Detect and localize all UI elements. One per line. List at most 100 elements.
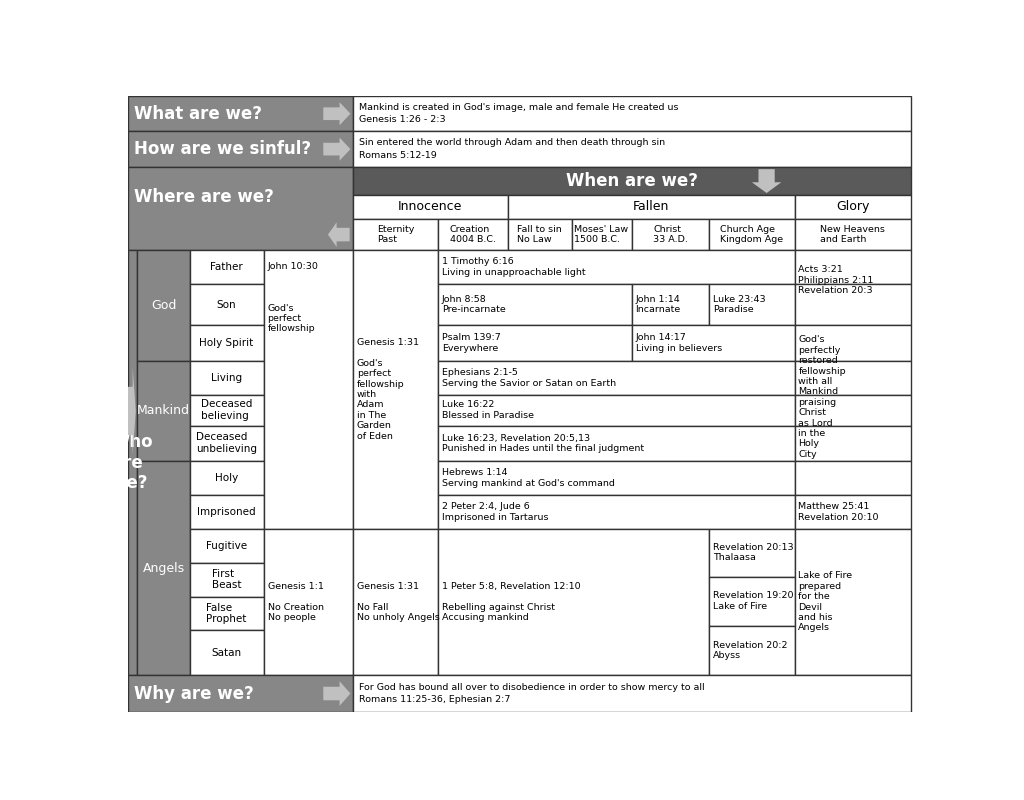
Bar [128,167,352,250]
Text: Fall to sin
No Law: Fall to sin No Law [517,225,562,244]
Text: Mankind: Mankind [137,405,190,418]
Bar [795,250,910,284]
Bar [795,194,910,219]
Text: John 8:58
Pre-incarnate: John 8:58 Pre-incarnate [442,295,506,314]
Text: Ephesians 2:1-5
Serving the Savior or Satan on Earth: Ephesians 2:1-5 Serving the Savior or Sa… [442,368,616,387]
Bar [438,461,795,495]
Bar [128,131,352,167]
Text: 1 Peter 5:8, Revelation 12:10

Rebelling against Christ
Accusing mankind: 1 Peter 5:8, Revelation 12:10 Rebelling … [442,582,581,622]
Text: Why are we?: Why are we? [134,685,254,702]
Bar [795,426,910,461]
Text: Genesis 1:31

No Fall
No unholy Angels: Genesis 1:31 No Fall No unholy Angels [356,582,439,622]
Text: Christ
33 A.D.: Christ 33 A.D. [653,225,688,244]
Text: Living: Living [211,373,242,383]
Text: Angels: Angels [142,562,184,574]
Text: Mankind is created in God's image, male and female He created us: Mankind is created in God's image, male … [359,103,679,112]
Polygon shape [328,222,349,247]
Bar [137,461,190,675]
Bar [438,426,795,461]
Text: Satan: Satan [211,648,242,658]
Text: Psalm 139:7
Everywhere: Psalm 139:7 Everywhere [442,334,501,353]
Bar [795,529,910,675]
Bar [632,219,710,250]
Text: Fallen: Fallen [633,200,670,214]
Bar [572,219,632,250]
Bar [128,250,137,675]
Text: Luke 16:23, Revelation 20:5,13
Punished in Hades until the final judgment: Luke 16:23, Revelation 20:5,13 Punished … [442,434,644,453]
Bar [190,394,263,426]
Text: Moses' Law
1500 B.C.: Moses' Law 1500 B.C. [574,225,629,244]
Bar [263,529,352,675]
Bar [352,96,910,131]
Text: Romans 11:25-36, Ephesian 2:7: Romans 11:25-36, Ephesian 2:7 [359,695,510,704]
Bar [632,326,795,361]
Bar [190,495,263,529]
Text: What are we?: What are we? [134,105,262,122]
Bar [352,194,508,219]
Bar [190,597,263,630]
Text: Genesis 1:26 - 2:3: Genesis 1:26 - 2:3 [359,115,445,124]
Bar [263,250,352,529]
Bar [795,361,910,394]
Bar [352,250,438,529]
Bar [190,250,263,284]
Bar [710,578,795,626]
Text: Revelation 20:13
Thalaasa: Revelation 20:13 Thalaasa [713,543,794,562]
Bar [710,626,795,675]
Text: Revelation 19:20
Lake of Fire: Revelation 19:20 Lake of Fire [713,591,794,611]
Text: When are we?: When are we? [565,172,697,190]
Bar [710,529,795,578]
Bar [128,675,352,712]
Polygon shape [324,138,350,161]
Bar [508,194,795,219]
Bar [438,326,632,361]
Text: God's
perfect
fellowship: God's perfect fellowship [267,304,315,334]
Text: Luke 23:43
Paradise: Luke 23:43 Paradise [713,295,766,314]
Bar [438,361,795,394]
Bar [190,562,263,597]
Bar [190,326,263,361]
Text: How are we sinful?: How are we sinful? [134,140,311,158]
Bar [795,284,910,326]
Bar [795,219,910,250]
Text: John 14:17
Living in believers: John 14:17 Living in believers [636,334,722,353]
Bar [190,361,263,394]
Text: Genesis 1:31

God's
perfect
fellowship
with
Adam
in The
Garden
of Eden: Genesis 1:31 God's perfect fellowship wi… [356,338,419,441]
Text: Eternity
Past: Eternity Past [377,225,414,244]
Text: First
Beast: First Beast [212,569,242,590]
Text: Revelation 20:2
Abyss: Revelation 20:2 Abyss [713,641,787,660]
Text: Romans 5:12-19: Romans 5:12-19 [359,150,436,160]
Bar [438,495,795,529]
Bar [352,675,910,712]
Bar [352,219,438,250]
Text: Who
are
we?: Who are we? [112,433,154,492]
Text: Creation
4004 B.C.: Creation 4004 B.C. [450,225,496,244]
Bar [438,250,795,284]
Text: John 10:30: John 10:30 [267,262,318,271]
Text: Matthew 25:41
Revelation 20:10: Matthew 25:41 Revelation 20:10 [799,502,879,522]
Text: God's
perfectly
restored
fellowship
with all
Mankind
praising
Christ
as Lord
in : God's perfectly restored fellowship with… [799,335,846,458]
Text: 1 Timothy 6:16
Living in unapproachable light: 1 Timothy 6:16 Living in unapproachable … [442,258,586,277]
Bar [632,284,710,326]
Bar [352,131,910,167]
Text: Imprisoned: Imprisoned [197,507,256,517]
Bar [137,361,190,461]
Polygon shape [752,169,781,193]
Text: Sin entered the world through Adam and then death through sin: Sin entered the world through Adam and t… [359,138,665,147]
Polygon shape [324,102,350,126]
Text: Church Age
Kingdom Age: Church Age Kingdom Age [720,225,783,244]
Text: False
Prophet: False Prophet [206,602,247,624]
Text: Where are we?: Where are we? [134,188,274,206]
Bar [438,529,710,675]
Text: Father: Father [210,262,243,272]
Bar [137,250,190,361]
Bar [438,284,632,326]
Text: Acts 3:21
Philippians 2:11
Revelation 20:3: Acts 3:21 Philippians 2:11 Revelation 20… [799,265,873,295]
Bar [352,167,910,194]
Bar [190,529,263,562]
Bar [190,284,263,326]
Text: Holy Spirit: Holy Spirit [200,338,254,348]
Bar [795,461,910,495]
Bar [438,219,508,250]
Bar [190,426,263,461]
